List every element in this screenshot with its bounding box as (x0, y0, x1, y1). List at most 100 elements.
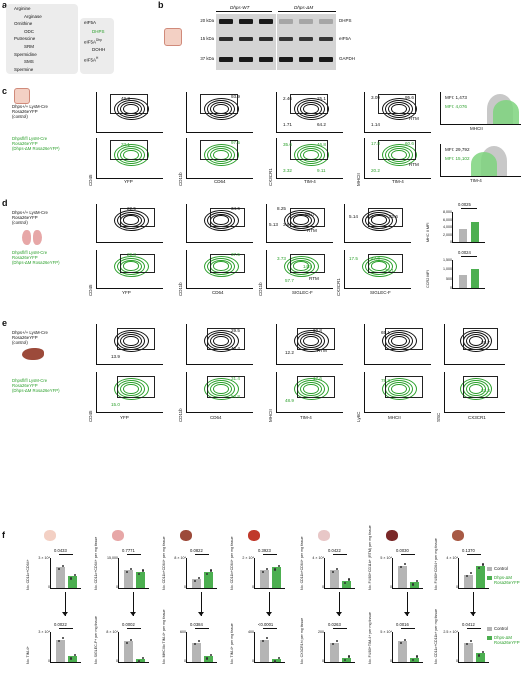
flow-plot-e: 29.5 48.4 (186, 324, 253, 365)
tick-label: 0 (450, 240, 452, 244)
contour-ring (388, 382, 410, 396)
p-value: 0.0422 (328, 548, 341, 553)
contour-ring (123, 215, 139, 225)
axis-label: SSC (436, 412, 441, 422)
panel-b-letter: b (158, 0, 164, 10)
organ-icon (452, 530, 464, 541)
data-point (412, 658, 415, 662)
contour-ring (113, 255, 149, 277)
eif5a-step: eIF5A (84, 20, 116, 29)
control-bar (192, 642, 201, 662)
metabolite-label: Spermidine (14, 51, 37, 57)
gate-box (116, 376, 156, 398)
gate-percentage: 25.7 (481, 340, 490, 345)
legend-text: Dhps-ΔM Rosa26eYFP (494, 575, 520, 586)
y-top-tick: 15,000 (107, 556, 118, 560)
gate-box (290, 94, 329, 114)
gate-percentage: 22.5 (127, 206, 136, 211)
panel-e-letter: e (2, 318, 8, 328)
p-value: 0.0433 (54, 548, 67, 553)
y-top-tick: 2.5 × 10⁴ (443, 630, 458, 634)
control-bar (124, 641, 133, 662)
flow-plot-d: 5.14 2.4 82.6 (344, 204, 411, 243)
y-zero-tick: 0 (48, 659, 50, 663)
flow-plot-e: 13.9 (96, 324, 163, 365)
flow-plot-e: 31.4 54.8 (186, 372, 253, 413)
contour-ring (203, 255, 239, 277)
eif5a-step-text: eIF5A (84, 20, 97, 25)
organ-icon (180, 530, 192, 541)
y-top-tick: 400 (248, 630, 254, 634)
data-point (62, 564, 65, 567)
quantification-plot: 0.0002 8 × 10⁴ 0 (106, 622, 149, 663)
contour-ring (303, 336, 319, 346)
stat-ylabel: MHC II MFI (426, 222, 430, 242)
gate-percentage: 95.6 (405, 95, 414, 100)
tick-label: 1,000 (443, 267, 452, 272)
data-point (470, 572, 473, 575)
group-ko-label: Dhps-ΔM (294, 5, 314, 10)
ko-bar (410, 657, 419, 662)
legend-text: Control (494, 566, 508, 571)
gate-percentage: 15.0 (111, 402, 120, 407)
blot-band (219, 19, 233, 24)
ccr2-mfi-plot: 0.0024 1,500 1,000 500 0 (443, 250, 485, 290)
lung-icon (22, 230, 42, 246)
quantification-plot: 0.0030 5 × 10⁴ 0 (380, 548, 423, 589)
contour-ring (300, 334, 322, 348)
control-bar (330, 642, 339, 662)
flow-plot-d: 17.5 47.0 75.1 (344, 250, 411, 289)
axis-label: Ly6C (356, 411, 361, 422)
panel-d-letter: d (2, 198, 8, 208)
quantification-plot: 0.1370 4 × 10⁴ 0 (446, 548, 489, 589)
p-value: 0.0412 (462, 622, 475, 627)
flow-plot-d: 37.5 (186, 250, 253, 289)
axis-label: TIM-4 (392, 179, 404, 184)
quant-ylabel: No. CD11b+CD64+ per mg tissue (300, 536, 304, 590)
significance-bracket (401, 628, 415, 629)
gate-box (200, 94, 239, 114)
quantification-plot: 0.0263 200 0 (318, 622, 355, 663)
tick-label: 6,000 (443, 217, 452, 222)
data-point (400, 641, 403, 644)
data-point (62, 637, 65, 640)
quant-ylabel: No. SIGLEC-F+ per mg tissue (94, 616, 98, 664)
data-point (266, 567, 269, 570)
data-point (482, 650, 485, 654)
eif5a-step-text: eIF5A (84, 57, 97, 63)
contour-ring (391, 336, 407, 346)
contour-ring (381, 378, 417, 400)
data-point (336, 640, 339, 643)
p-value: 0.0263 (328, 622, 341, 627)
blot-band (239, 37, 253, 41)
genotype-label-line: (control) (12, 220, 28, 225)
data-point (416, 655, 419, 658)
kda-marker: 37 kDa (200, 56, 214, 61)
contour-ring (206, 100, 236, 118)
genotype-label-line: (control) (12, 114, 28, 119)
control-bar (330, 570, 339, 588)
p-value: 0.0016 (396, 622, 409, 627)
gate-percentage: 3.73 (277, 256, 286, 261)
data-point (404, 638, 407, 641)
ko-bar (342, 657, 351, 662)
data-point (348, 655, 351, 658)
blot-band (259, 19, 273, 24)
flow-plot-c: 49.3 (96, 92, 163, 133)
ko-bar (471, 268, 479, 288)
gate-percentage: 20.2 (371, 168, 380, 173)
gate-box (200, 140, 239, 160)
row-connector (407, 592, 408, 616)
contour-ring (123, 384, 139, 394)
genotype-label-line: (Dhps-ΔM Rosa26eYFP) (12, 146, 60, 151)
y-zero-tick: 0 (252, 585, 254, 589)
gate-percentage: 49.3 (121, 96, 130, 101)
flow-plot-e: 65.1 (364, 324, 431, 365)
data-point (130, 567, 133, 570)
liver-icon (22, 348, 44, 360)
gate-percentage: 33.3 (481, 388, 490, 393)
control-bar (459, 275, 467, 288)
quant-ylabel: No. CD11b+CD64+ per mg tissue (162, 536, 166, 590)
flow-plot-e: 17.6 48.9 (276, 372, 343, 413)
contour-ring (123, 261, 139, 271)
